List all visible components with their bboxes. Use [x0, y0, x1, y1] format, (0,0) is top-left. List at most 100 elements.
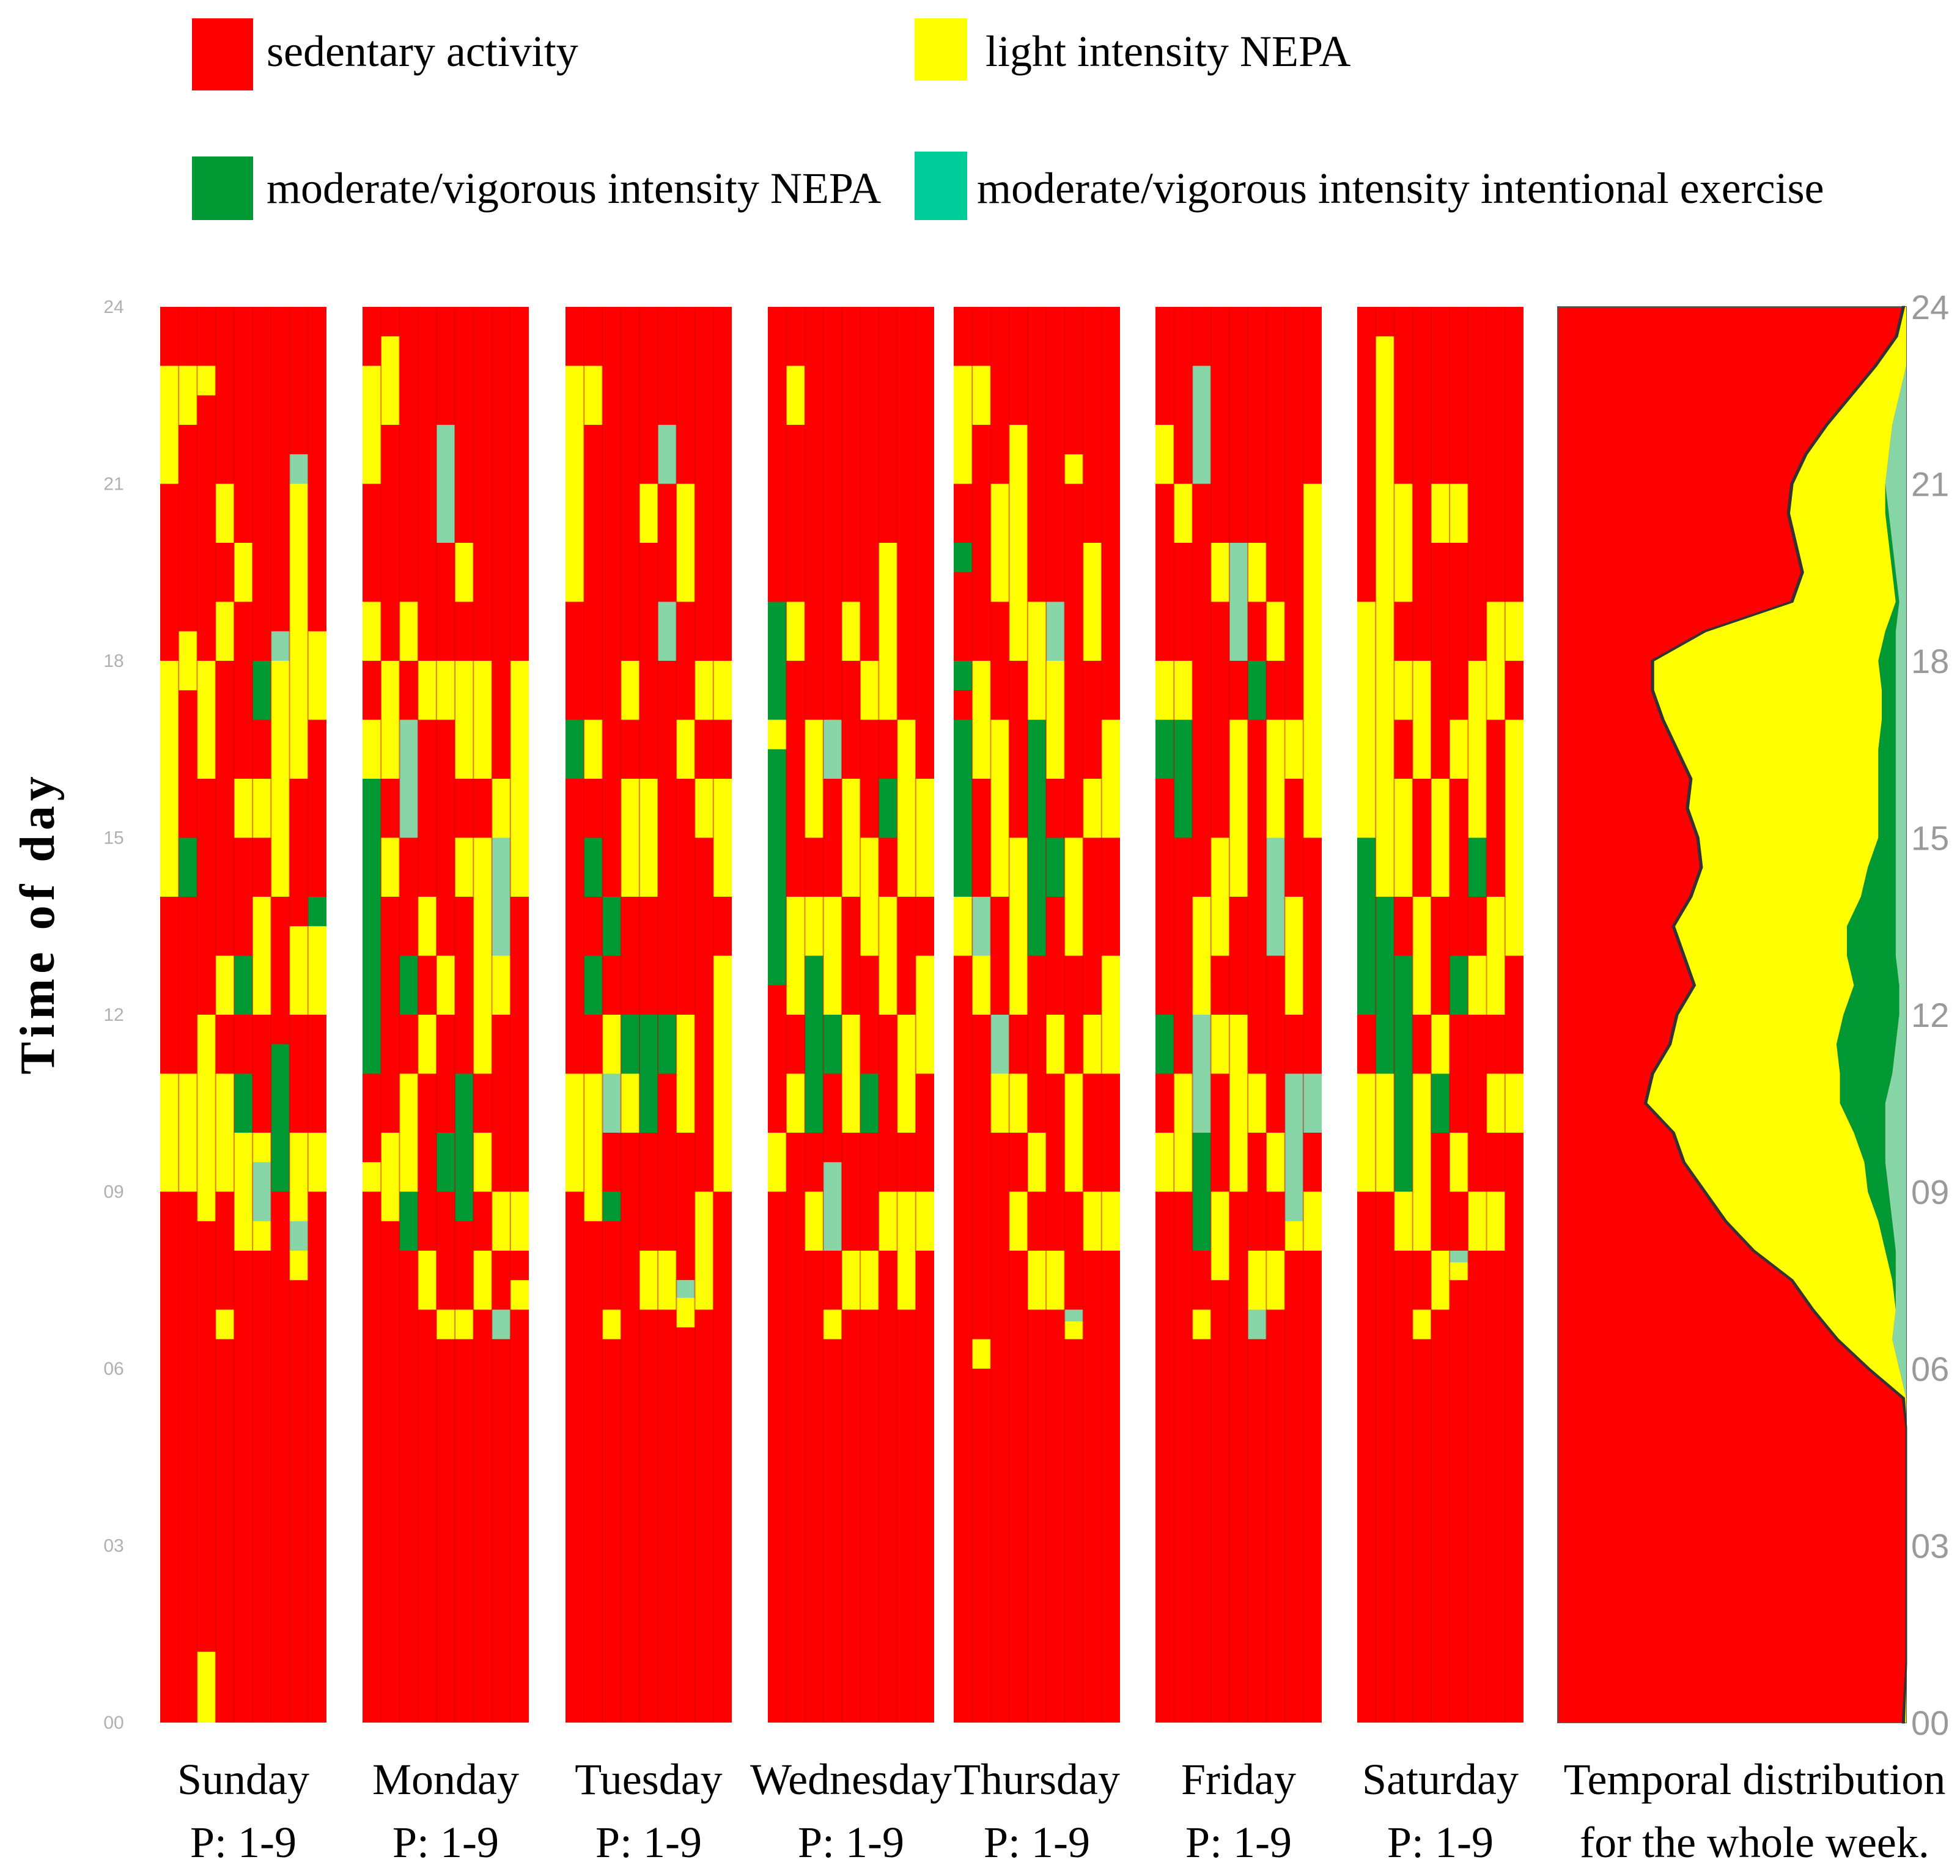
- activity-block: [252, 661, 271, 720]
- activity-block: [289, 1133, 308, 1281]
- activity-block: [1468, 955, 1487, 1015]
- activity-block: [972, 661, 991, 779]
- legend-label-light: light intensity NEPA: [986, 27, 1350, 76]
- activity-block: [823, 897, 842, 1015]
- activity-block: [1505, 601, 1523, 661]
- activity-block: [1486, 601, 1505, 720]
- activity-block: [197, 1652, 216, 1723]
- activity-block: [234, 779, 253, 838]
- y-axis-label: Time of day: [11, 771, 65, 1074]
- activity-block: [436, 425, 455, 543]
- activity-block: [1046, 601, 1065, 661]
- activity-block: [1376, 779, 1394, 897]
- activity-block: [860, 661, 879, 720]
- activity-block: [1412, 897, 1431, 1015]
- day-sub-label: P: 1-9: [392, 1818, 499, 1867]
- day-panel-thursday: [954, 307, 1120, 1723]
- activity-block: [418, 1015, 437, 1074]
- activity-block: [1101, 1191, 1120, 1251]
- activity-block: [179, 837, 197, 897]
- activity-block: [658, 1015, 677, 1074]
- activity-block: [915, 779, 934, 897]
- activity-block: [1376, 336, 1394, 779]
- activity-block: [1009, 1073, 1028, 1133]
- week-exercise-area: [1885, 307, 1906, 1723]
- activity-block: [289, 454, 308, 484]
- day-sub-label: P: 1-9: [1185, 1818, 1292, 1867]
- activity-block: [566, 1073, 584, 1192]
- activity-block: [399, 1191, 418, 1251]
- activity-block: [1174, 719, 1193, 838]
- activity-block: [639, 1015, 658, 1133]
- activity-block: [1450, 719, 1468, 779]
- day-sub-label: P: 1-9: [1387, 1818, 1494, 1867]
- activity-block: [473, 1251, 492, 1310]
- activity-block: [972, 897, 991, 956]
- week-light-area: [1645, 307, 1906, 1723]
- activity-block: [1394, 1191, 1413, 1251]
- activity-block: [455, 661, 474, 779]
- activity-block: [1357, 719, 1376, 838]
- activity-block: [676, 484, 695, 602]
- activity-block: [823, 1162, 842, 1251]
- activity-block: [658, 1251, 677, 1310]
- activity-block: [694, 1251, 713, 1310]
- week-mvnepa-area: [1837, 307, 1906, 1723]
- right-tick-24: 24: [1911, 288, 1949, 326]
- activity-block: [363, 779, 381, 1074]
- day-label-monday: Monday: [372, 1755, 519, 1804]
- activity-block: [768, 749, 787, 985]
- legend-swatch-mvnepa: [192, 156, 253, 220]
- activity-block: [252, 779, 271, 838]
- activity-block: [1412, 661, 1431, 779]
- activity-block: [1284, 897, 1303, 1015]
- activity-block: [1027, 1133, 1047, 1192]
- activity-block: [492, 955, 510, 1015]
- activity-block: [1174, 484, 1193, 543]
- activity-block: [510, 661, 529, 897]
- activity-block: [1303, 1191, 1322, 1251]
- activity-block: [584, 955, 603, 1015]
- activity-block: [1046, 1251, 1065, 1310]
- legend-label-sedentary: sedentary activity: [267, 27, 578, 76]
- activity-block: [197, 661, 216, 779]
- day-label-saturday: Saturday: [1362, 1755, 1519, 1804]
- activity-block: [713, 955, 732, 1192]
- activity-block: [786, 601, 805, 661]
- activity-block: [954, 366, 973, 484]
- activity-block: [1376, 955, 1394, 1074]
- right-tick-09: 09: [1911, 1173, 1949, 1212]
- left-tick-12: 12: [103, 1005, 123, 1025]
- activity-block: [1229, 1015, 1248, 1133]
- activity-block: [1357, 601, 1376, 720]
- activity-block: [215, 1073, 234, 1192]
- day-sub-label: P: 1-9: [595, 1818, 702, 1867]
- activity-block: [234, 1073, 253, 1133]
- activity-block: [972, 955, 991, 1015]
- legend-swatch-sedentary: [192, 18, 253, 90]
- activity-block: [215, 601, 234, 661]
- activity-block: [1027, 719, 1047, 956]
- activity-block: [1450, 955, 1468, 1015]
- activity-block: [1046, 1015, 1065, 1074]
- day-sub-label: P: 1-9: [798, 1818, 904, 1867]
- activity-block: [602, 1309, 621, 1339]
- activity-block: [1303, 1073, 1322, 1133]
- activity-block: [823, 1015, 842, 1074]
- activity-block: [1394, 484, 1413, 602]
- activity-block: [1101, 955, 1120, 1074]
- activity-block: [215, 484, 234, 543]
- activity-block: [658, 425, 677, 484]
- activity-block: [1155, 1015, 1174, 1074]
- activity-block: [1376, 1073, 1394, 1192]
- activity-block: [436, 1133, 455, 1192]
- activity-block: [455, 837, 474, 897]
- right-tick-15: 15: [1911, 819, 1949, 858]
- activity-block: [1210, 1015, 1229, 1074]
- activity-block: [1468, 837, 1487, 897]
- activity-block: [363, 366, 381, 484]
- activity-block: [1083, 1191, 1102, 1251]
- activity-block: [381, 336, 400, 425]
- activity-block: [1266, 719, 1285, 838]
